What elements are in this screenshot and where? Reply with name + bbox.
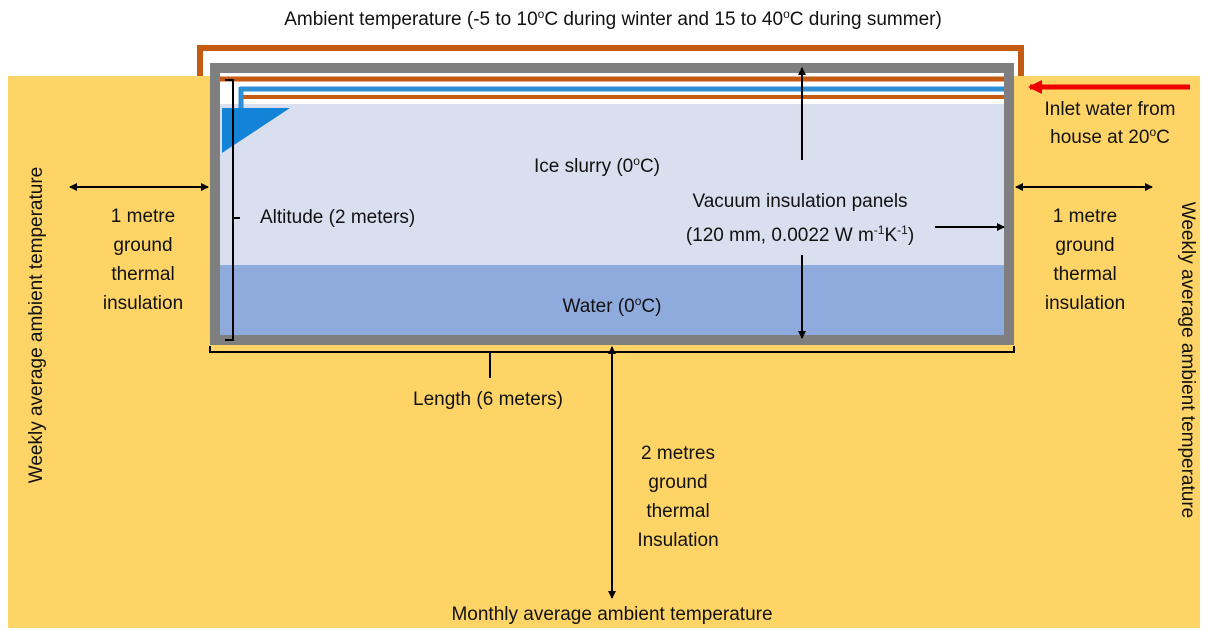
insulation-line: thermal	[111, 264, 174, 285]
insulation-line: ground	[648, 472, 707, 493]
insulation-line: thermal	[646, 501, 709, 522]
side-label: Weekly average ambient temperature	[1177, 202, 1198, 518]
inlet-label: house at 20oC	[1050, 125, 1170, 148]
inlet-label: Inlet water from	[1045, 99, 1176, 120]
spray	[222, 108, 290, 153]
insulation-line: insulation	[1045, 293, 1125, 314]
insulation-line: ground	[113, 235, 172, 256]
insulation-bottom: 2 metres ground thermal Insulation	[637, 443, 718, 551]
vacuum-label: Vacuum insulation panels	[692, 191, 907, 212]
length-label: Length (6 meters)	[413, 389, 563, 410]
insulation-line: 2 metres	[641, 443, 715, 464]
insulation-line: 1 metre	[111, 206, 175, 227]
water-label: Water (0oC)	[563, 294, 662, 317]
insulation-line: insulation	[103, 293, 183, 314]
water	[220, 265, 1004, 335]
insulation-line: 1 metre	[1053, 206, 1117, 227]
insulation-left: 1 metre ground thermal insulation	[103, 206, 183, 314]
insulation-line: ground	[1055, 235, 1114, 256]
insulation-right: 1 metre ground thermal insulation	[1045, 206, 1125, 314]
roof-pipe	[197, 45, 1024, 76]
altitude-bracket	[225, 79, 240, 341]
ice-label: Ice slurry (0oC)	[534, 154, 660, 177]
insulation-line: thermal	[1053, 264, 1116, 285]
insulation-line: Insulation	[637, 530, 718, 551]
side-label: Weekly average ambient temperature	[26, 167, 47, 483]
bottom-label: Monthly average ambient temperature	[451, 604, 772, 625]
ambient-label: Ambient temperature (-5 to 10oC during w…	[284, 7, 942, 30]
altitude-label: Altitude (2 meters)	[260, 207, 415, 228]
ice-slurry	[220, 104, 1004, 265]
vacuum-label: (120 mm, 0.0022 W m-1K-1)	[686, 223, 914, 246]
